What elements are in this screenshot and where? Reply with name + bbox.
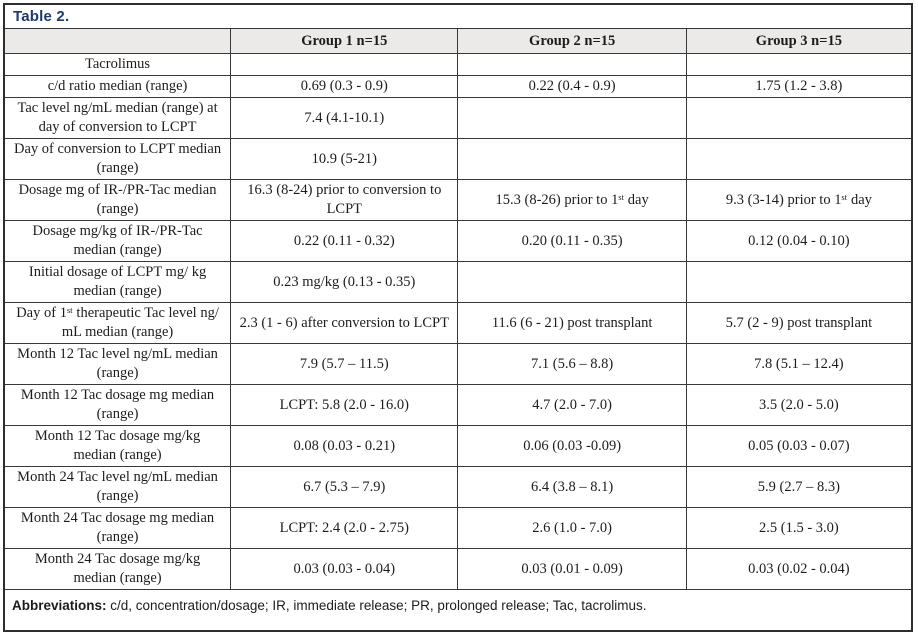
table-cell: 7.9 (5.7 – 11.5)	[230, 343, 459, 385]
column-header-group1: Group 1 n=15	[230, 28, 459, 54]
row-label: Month 12 Tac level ng/mL median (range)	[4, 343, 232, 385]
table-row: Month 12 Tac level ng/mL median (range) …	[4, 343, 912, 385]
table-cell: 16.3 (8-24) prior to conversion to LCPT	[230, 179, 459, 221]
table-cell: 2.6 (1.0 - 7.0)	[457, 507, 687, 549]
table-row: Day of conversion to LCPT median (range)…	[4, 138, 912, 180]
table-cell	[685, 261, 912, 303]
abbreviations-label: Abbreviations:	[12, 598, 107, 613]
table-cell	[685, 97, 912, 139]
table-frame: Table 2. Group 1 n=15 Group 2 n=15 Group…	[3, 3, 913, 632]
row-label: Month 24 Tac dosage mg/kg median (range)	[4, 548, 232, 590]
data-table: Group 1 n=15 Group 2 n=15 Group 3 n=15 T…	[4, 28, 912, 623]
table-cell: LCPT: 5.8 (2.0 - 16.0)	[230, 384, 459, 426]
row-label: Month 12 Tac dosage mg/kg median (range)	[4, 425, 232, 467]
table-row: Month 24 Tac dosage mg median (range) LC…	[4, 507, 912, 549]
table-cell: 2.5 (1.5 - 3.0)	[685, 507, 912, 549]
row-label: Day of conversion to LCPT median (range)	[4, 138, 232, 180]
table-cell: 4.7 (2.0 - 7.0)	[457, 384, 687, 426]
row-label: Dosage mg/kg of IR-/PR-Tac median (range…	[4, 220, 232, 262]
table-cell: 0.22 (0.11 - 0.32)	[230, 220, 459, 262]
table-cell: 0.69 (0.3 - 0.9)	[230, 75, 459, 98]
table-cell: 0.23 mg/kg (0.13 - 0.35)	[230, 261, 459, 303]
row-label: Dosage mg of IR-/PR-Tac median (range)	[4, 179, 232, 221]
table-cell: 7.4 (4.1-10.1)	[230, 97, 459, 139]
table-cell: 0.03 (0.03 - 0.04)	[230, 548, 459, 590]
table-cell	[457, 138, 687, 180]
table-row: Month 12 Tac dosage mg/kg median (range)…	[4, 425, 912, 467]
table-cell: 0.08 (0.03 - 0.21)	[230, 425, 459, 467]
table-cell: 6.4 (3.8 – 8.1)	[457, 466, 687, 508]
table-title: Table 2.	[13, 8, 70, 25]
table-cell: 5.9 (2.7 – 8.3)	[685, 466, 912, 508]
table-cell: 0.12 (0.04 - 0.10)	[685, 220, 912, 262]
abbreviations-row: Abbreviations: c/d, concentration/dosage…	[4, 588, 912, 623]
table-cell: 6.7 (5.3 – 7.9)	[230, 466, 459, 508]
table-cell: 0.03 (0.01 - 0.09)	[457, 548, 687, 590]
table-cell: 0.06 (0.03 -0.09)	[457, 425, 687, 467]
table-row: Tacrolimus	[4, 53, 912, 76]
table-row: Initial dosage of LCPT mg/ kg median (ra…	[4, 261, 912, 303]
table-cell	[230, 53, 459, 76]
row-label: c/d ratio median (range)	[4, 75, 232, 98]
row-label: Month 24 Tac level ng/mL median (range)	[4, 466, 232, 508]
table-row: Tac level ng/mL median (range) at day of…	[4, 97, 912, 139]
row-label: Tacrolimus	[4, 53, 232, 76]
table-cell	[457, 97, 687, 139]
row-label: Month 24 Tac dosage mg median (range)	[4, 507, 232, 549]
abbreviations-cell: Abbreviations: c/d, concentration/dosage…	[4, 588, 912, 623]
row-label: Month 12 Tac dosage mg median (range)	[4, 384, 232, 426]
header-row: Group 1 n=15 Group 2 n=15 Group 3 n=15	[4, 28, 912, 54]
table-cell	[457, 53, 687, 76]
table-cell: 5.7 (2 - 9) post transplant	[685, 302, 912, 344]
table-cell: LCPT: 2.4 (2.0 - 2.75)	[230, 507, 459, 549]
column-header-empty	[4, 28, 232, 54]
table-cell: 0.22 (0.4 - 0.9)	[457, 75, 687, 98]
table-row: Month 24 Tac dosage mg/kg median (range)…	[4, 548, 912, 590]
table-cell	[457, 261, 687, 303]
table-cell	[685, 138, 912, 180]
table-row: Month 24 Tac level ng/mL median (range) …	[4, 466, 912, 508]
table-cell: 10.9 (5-21)	[230, 138, 459, 180]
table-row: Dosage mg/kg of IR-/PR-Tac median (range…	[4, 220, 912, 262]
table-row: c/d ratio median (range) 0.69 (0.3 - 0.9…	[4, 75, 912, 98]
column-header-group3: Group 3 n=15	[685, 28, 912, 54]
table-cell: 11.6 (6 - 21) post transplant	[457, 302, 687, 344]
abbreviations-text: c/d, concentration/dosage; IR, immediate…	[106, 598, 647, 613]
table-title-bar: Table 2.	[5, 5, 911, 29]
table-cell: 7.8 (5.1 – 12.4)	[685, 343, 912, 385]
row-label: Day of 1ˢᵗ therapeutic Tac level ng/ mL …	[4, 302, 232, 344]
table-cell: 0.03 (0.02 - 0.04)	[685, 548, 912, 590]
table-cell: 9.3 (3-14) prior to 1ˢᵗ day	[685, 179, 912, 221]
table-row: Dosage mg of IR-/PR-Tac median (range) 1…	[4, 179, 912, 221]
table-cell	[685, 53, 912, 76]
row-label: Initial dosage of LCPT mg/ kg median (ra…	[4, 261, 232, 303]
table-row: Month 12 Tac dosage mg median (range) LC…	[4, 384, 912, 426]
table-cell: 0.20 (0.11 - 0.35)	[457, 220, 687, 262]
column-header-group2: Group 2 n=15	[457, 28, 687, 54]
table-cell: 7.1 (5.6 – 8.8)	[457, 343, 687, 385]
table-cell: 2.3 (1 - 6) after conversion to LCPT	[230, 302, 459, 344]
table-cell: 0.05 (0.03 - 0.07)	[685, 425, 912, 467]
table-cell: 3.5 (2.0 - 5.0)	[685, 384, 912, 426]
row-label: Tac level ng/mL median (range) at day of…	[4, 97, 232, 139]
table-cell: 15.3 (8-26) prior to 1ˢᵗ day	[457, 179, 687, 221]
table-cell: 1.75 (1.2 - 3.8)	[685, 75, 912, 98]
table-row: Day of 1ˢᵗ therapeutic Tac level ng/ mL …	[4, 302, 912, 344]
